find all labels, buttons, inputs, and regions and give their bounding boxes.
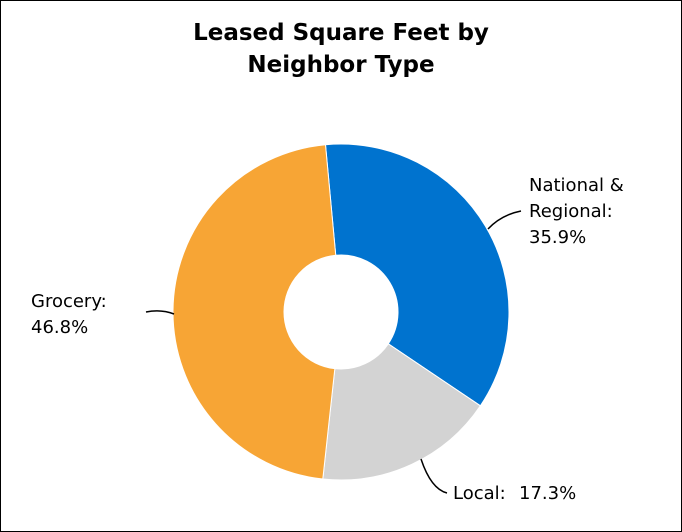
value-label: 17.3% xyxy=(519,483,577,504)
slice xyxy=(324,143,510,407)
category-label: Grocery: xyxy=(31,291,107,312)
leader-line xyxy=(487,210,522,230)
slice xyxy=(172,144,337,480)
chart-title: Leased Square Feet by Neighbor Type xyxy=(193,20,489,78)
leader-line xyxy=(420,458,448,494)
leader-line xyxy=(145,310,175,315)
category-label: Local: xyxy=(453,483,506,504)
value-label: 35.9% xyxy=(529,227,587,248)
value-label: 46.8% xyxy=(31,317,89,338)
category-label: National & Regional: xyxy=(529,175,624,222)
slice xyxy=(322,343,482,481)
